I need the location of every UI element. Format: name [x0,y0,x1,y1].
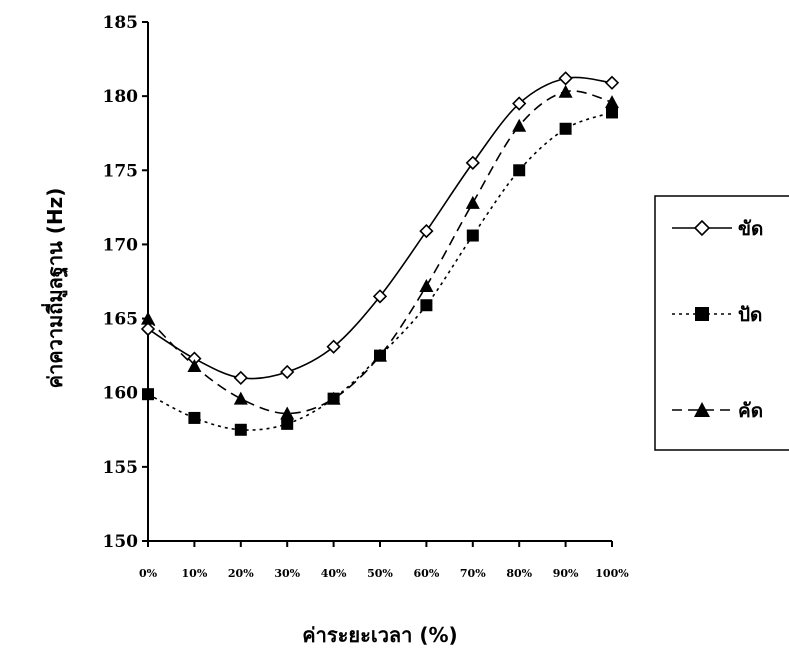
y-tick-label: 150 [103,532,139,552]
x-ticks: 0% 10% 20% 30% 40% 50% 60% 70% 80% 90% 100% [139,541,629,580]
x-tick-label: 90% [553,567,579,580]
data-point [233,391,248,405]
data-point [419,278,434,292]
y-tick-label: 175 [103,161,139,181]
data-point [326,391,341,405]
data-point [234,423,247,436]
series-3 [141,84,619,420]
data-point [373,348,387,362]
data-point [140,321,156,337]
x-tick-label: 0% [139,567,158,580]
x-tick-label: 30% [274,567,300,580]
data-point [606,106,618,119]
data-point [420,299,433,312]
series-line [147,76,613,380]
data-point [372,289,388,304]
legend-marker [693,219,711,237]
x-tick-label: 10% [182,567,208,580]
series-layer [140,71,620,436]
series-line [147,111,613,431]
y-tick-label: 180 [103,87,139,107]
y-tick-label: 185 [103,13,139,33]
y-ticks: 150 155 160 165 170 175 180 185 [103,13,148,552]
legend-marker [695,307,709,321]
x-tick-label: 50% [367,567,393,580]
series-2 [142,106,618,436]
x-tick-label: 60% [414,567,440,580]
y-axis-title: ค่าความถี่มูลฐาน (Hz) [40,188,69,389]
data-point [280,364,295,380]
x-tick-label: 80% [506,567,532,580]
data-point [604,75,620,90]
legend: ขัดปัดคัด [654,195,789,451]
data-point [605,95,619,109]
series-line [147,90,613,415]
data-point [512,118,527,132]
data-point [512,96,527,111]
y-tick-label: 155 [103,458,139,478]
data-point [466,229,479,242]
legend-box [654,195,789,451]
data-point [188,411,201,424]
data-point [465,195,480,209]
x-tick-label: 70% [460,567,486,580]
data-point [233,370,248,386]
legend-label: ขัด [738,218,763,240]
data-point [558,84,573,98]
data-point [558,71,573,86]
data-point [280,406,295,420]
data-point [559,122,572,135]
data-point [142,388,154,401]
axes [147,22,612,542]
data-point [465,155,480,171]
legend-marker [694,402,710,417]
data-point [419,223,434,239]
series-1 [140,71,620,386]
x-tick-label: 20% [228,567,254,580]
legend-label: คัด [738,400,763,422]
data-point [187,359,202,373]
x-axis-title: ค่าระยะเวลา (%) [302,623,457,647]
y-tick-label: 165 [103,310,139,330]
legend-label: ปัด [738,304,762,326]
x-tick-label: 40% [321,567,347,580]
data-point [513,164,526,177]
data-point [141,311,155,325]
y-tick-label: 160 [103,384,139,404]
data-point [326,339,341,354]
data-point [281,417,294,430]
x-tick-label: 100% [595,567,629,580]
y-tick-label: 170 [103,235,139,255]
